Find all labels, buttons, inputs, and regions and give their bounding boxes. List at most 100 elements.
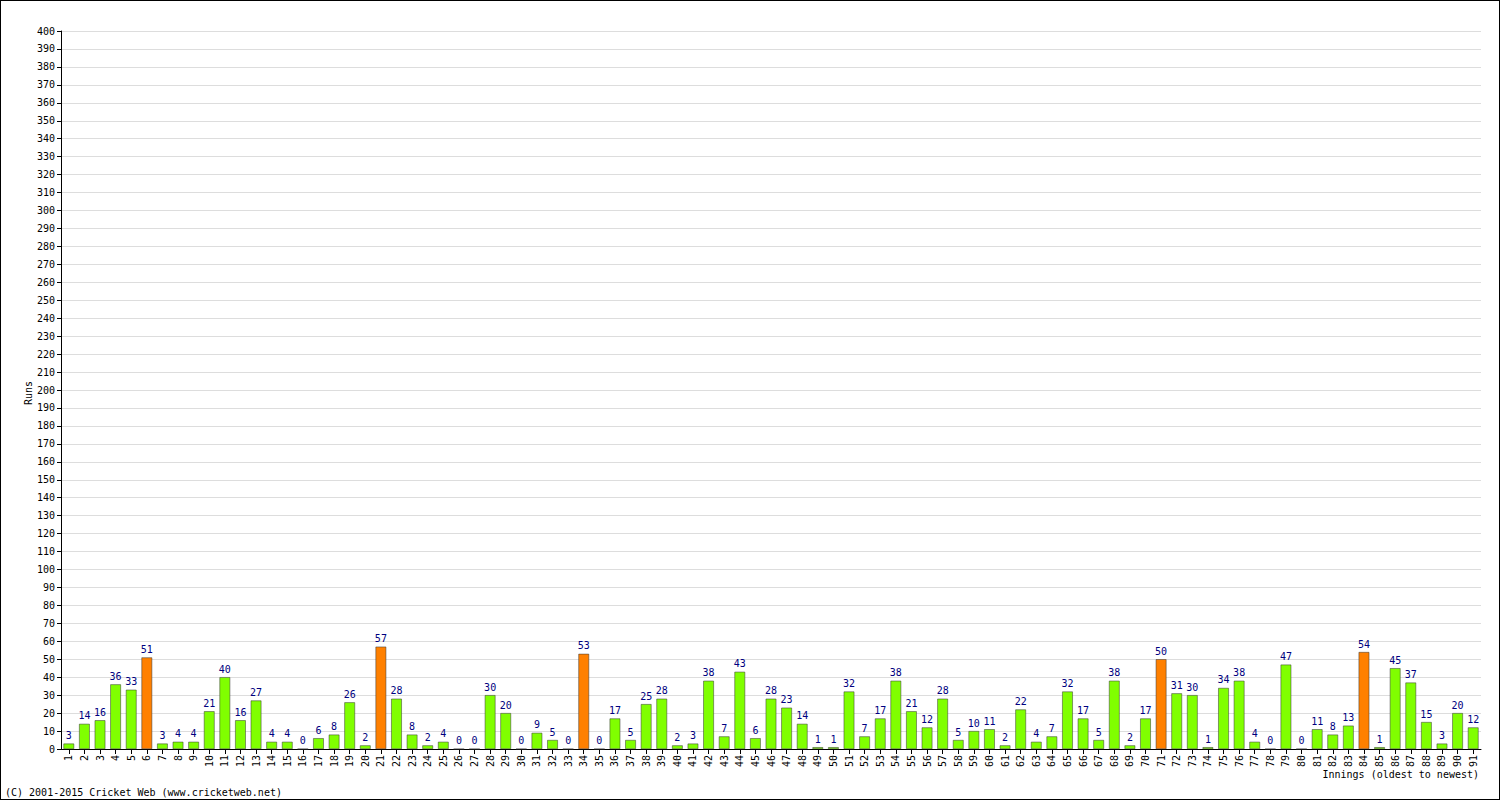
svg-text:28: 28 — [390, 685, 402, 696]
svg-text:10: 10 — [43, 726, 55, 737]
svg-text:9: 9 — [534, 719, 540, 730]
svg-text:17: 17 — [609, 705, 621, 716]
svg-text:57: 57 — [937, 755, 948, 767]
svg-text:10: 10 — [204, 755, 215, 767]
svg-text:72: 72 — [1171, 755, 1182, 767]
svg-text:(C) 2001-2015 Cricket Web (www: (C) 2001-2015 Cricket Web (www.cricketwe… — [5, 787, 282, 798]
svg-text:67: 67 — [1093, 755, 1104, 767]
svg-text:260: 260 — [37, 277, 55, 288]
svg-text:150: 150 — [37, 474, 55, 485]
svg-text:290: 290 — [37, 223, 55, 234]
svg-text:70: 70 — [1140, 755, 1151, 767]
svg-text:50: 50 — [828, 755, 839, 767]
svg-text:2: 2 — [1002, 732, 1008, 743]
svg-text:2: 2 — [362, 732, 368, 743]
svg-text:59: 59 — [968, 755, 979, 767]
svg-text:39: 39 — [656, 755, 667, 767]
svg-text:3: 3 — [66, 730, 72, 741]
svg-text:66: 66 — [1078, 755, 1089, 767]
svg-text:270: 270 — [37, 259, 55, 270]
svg-text:80: 80 — [1296, 755, 1307, 767]
svg-text:45: 45 — [750, 755, 761, 767]
svg-text:350: 350 — [37, 115, 55, 126]
svg-text:30: 30 — [1186, 682, 1198, 693]
svg-text:17: 17 — [313, 755, 324, 767]
svg-text:40: 40 — [219, 664, 231, 675]
svg-text:75: 75 — [1218, 755, 1229, 767]
svg-text:4: 4 — [110, 755, 121, 761]
svg-text:1: 1 — [1377, 734, 1383, 745]
svg-text:18: 18 — [329, 755, 340, 767]
svg-text:91: 91 — [1468, 755, 1479, 767]
svg-text:85: 85 — [1374, 755, 1385, 767]
svg-text:30: 30 — [484, 682, 496, 693]
svg-text:80: 80 — [43, 600, 55, 611]
svg-text:Innings (oldest to newest): Innings (oldest to newest) — [1322, 769, 1479, 780]
svg-text:54: 54 — [1358, 639, 1370, 650]
svg-text:0: 0 — [49, 744, 55, 755]
svg-text:11: 11 — [983, 716, 995, 727]
svg-text:43: 43 — [719, 755, 730, 767]
svg-text:110: 110 — [37, 546, 55, 557]
svg-text:53: 53 — [578, 640, 590, 651]
svg-text:50: 50 — [1155, 646, 1167, 657]
svg-text:21: 21 — [203, 698, 215, 709]
svg-text:25: 25 — [438, 755, 449, 767]
svg-text:20: 20 — [500, 700, 512, 711]
svg-text:89: 89 — [1436, 755, 1447, 767]
svg-text:330: 330 — [37, 151, 55, 162]
svg-text:12: 12 — [921, 714, 933, 725]
svg-text:32: 32 — [1061, 678, 1073, 689]
svg-text:38: 38 — [1108, 667, 1120, 678]
svg-text:28: 28 — [937, 685, 949, 696]
svg-text:400: 400 — [37, 26, 55, 37]
svg-text:200: 200 — [37, 385, 55, 396]
svg-text:21: 21 — [375, 755, 386, 767]
svg-text:49: 49 — [812, 755, 823, 767]
svg-text:0: 0 — [565, 735, 571, 746]
svg-text:74: 74 — [1202, 755, 1213, 767]
svg-text:36: 36 — [110, 671, 122, 682]
svg-text:12: 12 — [1467, 714, 1479, 725]
svg-text:37: 37 — [1405, 669, 1417, 680]
svg-text:8: 8 — [1330, 721, 1336, 732]
svg-text:15: 15 — [282, 755, 293, 767]
svg-text:5: 5 — [550, 727, 556, 738]
svg-text:48: 48 — [797, 755, 808, 767]
svg-text:7: 7 — [157, 755, 168, 761]
svg-text:51: 51 — [141, 644, 153, 655]
svg-text:65: 65 — [1062, 755, 1073, 767]
svg-text:1: 1 — [1205, 734, 1211, 745]
svg-text:33: 33 — [563, 755, 574, 767]
svg-text:220: 220 — [37, 349, 55, 360]
svg-text:16: 16 — [234, 707, 246, 718]
svg-text:40: 40 — [672, 755, 683, 767]
svg-text:4: 4 — [175, 728, 181, 739]
svg-text:370: 370 — [37, 79, 55, 90]
svg-text:390: 390 — [37, 43, 55, 54]
svg-text:38: 38 — [641, 755, 652, 767]
svg-text:14: 14 — [796, 710, 808, 721]
svg-text:86: 86 — [1390, 755, 1401, 767]
svg-text:4: 4 — [191, 728, 197, 739]
svg-text:320: 320 — [37, 169, 55, 180]
svg-text:57: 57 — [375, 633, 387, 644]
svg-text:14: 14 — [266, 755, 277, 767]
svg-text:24: 24 — [422, 755, 433, 767]
svg-text:45: 45 — [1389, 655, 1401, 666]
svg-text:6: 6 — [315, 725, 321, 736]
svg-text:4: 4 — [1252, 728, 1258, 739]
svg-text:53: 53 — [875, 755, 886, 767]
svg-text:360: 360 — [37, 97, 55, 108]
svg-text:90: 90 — [43, 582, 55, 593]
svg-text:27: 27 — [250, 687, 262, 698]
svg-text:11: 11 — [219, 755, 230, 767]
svg-text:32: 32 — [547, 755, 558, 767]
svg-text:16: 16 — [94, 707, 106, 718]
svg-text:26: 26 — [344, 689, 356, 700]
svg-text:61: 61 — [1000, 755, 1011, 767]
svg-text:120: 120 — [37, 528, 55, 539]
svg-text:27: 27 — [469, 755, 480, 767]
svg-text:280: 280 — [37, 241, 55, 252]
svg-text:55: 55 — [906, 755, 917, 767]
